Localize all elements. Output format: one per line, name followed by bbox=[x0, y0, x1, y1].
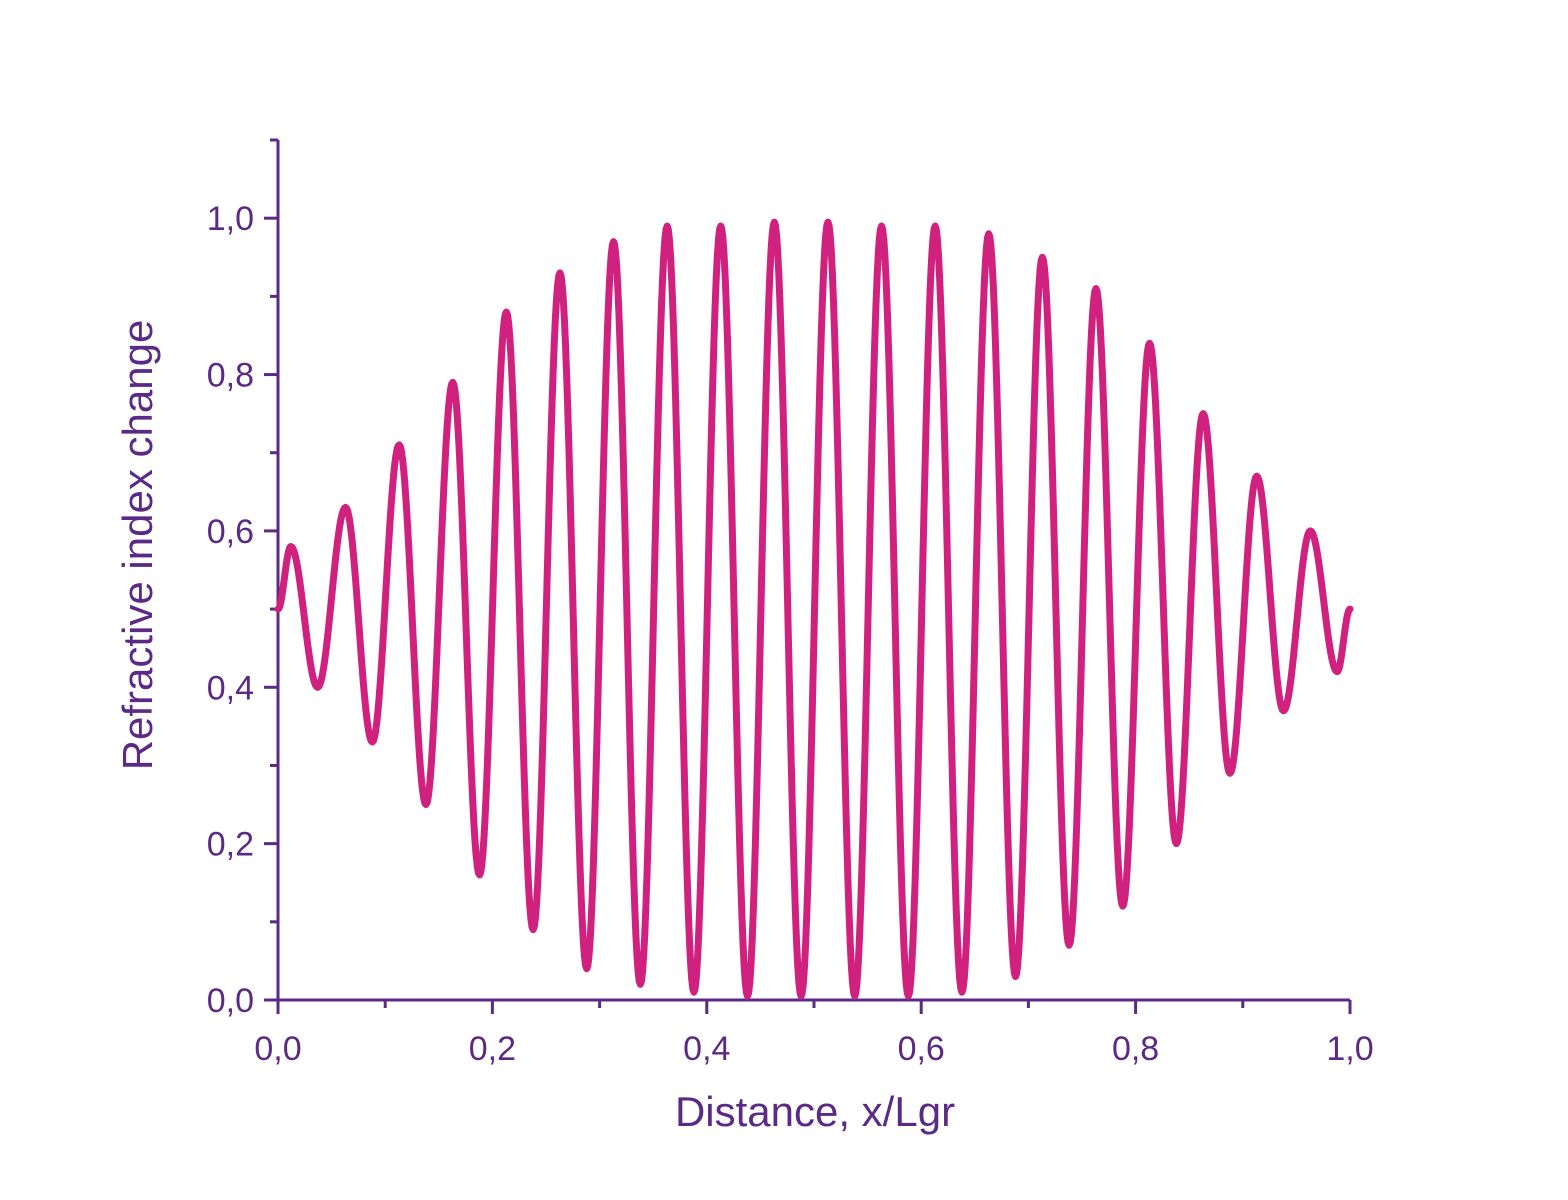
x-tick-label: 0,6 bbox=[898, 1030, 945, 1068]
x-tick-label: 1,0 bbox=[1326, 1030, 1373, 1068]
y-tick-label: 0,4 bbox=[207, 669, 254, 707]
y-tick-label: 0,8 bbox=[207, 357, 254, 395]
series-layer bbox=[274, 218, 1354, 1000]
axes: 0,0 0,2 0,4 0,6 0,8 1,0 0,0 0,2 0,4 0,6 0,8 1,0 bbox=[207, 138, 1374, 1068]
x-axis-title: Distance, x/Lgr bbox=[675, 1088, 955, 1135]
x-tick-label: 0,4 bbox=[683, 1030, 730, 1068]
x-tick-label: 0,0 bbox=[254, 1030, 301, 1068]
x-tick-label: 0,8 bbox=[1112, 1030, 1159, 1068]
y-axis-title: Refractive index change bbox=[114, 320, 161, 771]
y-tick-label: 0,0 bbox=[207, 982, 254, 1020]
y-tick-label: 0,2 bbox=[207, 826, 254, 864]
y-tick-label: 0,6 bbox=[207, 513, 254, 551]
y-tick-label: 1,0 bbox=[207, 200, 254, 238]
series-line bbox=[274, 218, 1354, 1000]
x-tick-label: 0,2 bbox=[469, 1030, 516, 1068]
